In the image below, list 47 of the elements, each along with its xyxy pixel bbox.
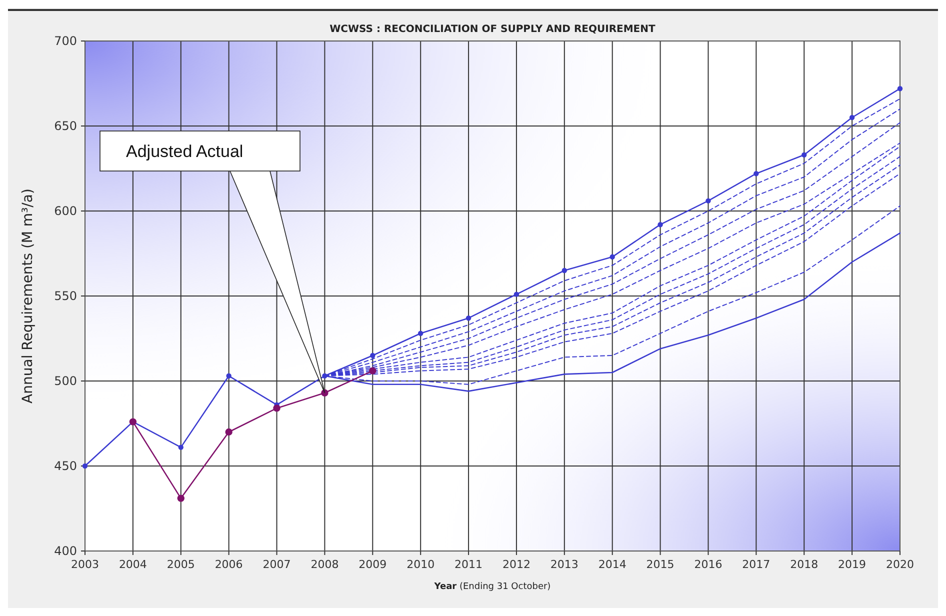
- point: [466, 316, 472, 321]
- point: [658, 222, 663, 228]
- point: [226, 373, 232, 378]
- x-tick-label: 2009: [358, 558, 387, 571]
- x-tick-label: 2016: [694, 558, 722, 571]
- x-tick-label: 2017: [742, 558, 770, 571]
- y-tick-label: 500: [54, 374, 77, 388]
- x-tick-label: 2006: [214, 558, 243, 571]
- point: [849, 114, 855, 120]
- point: [610, 254, 615, 260]
- x-tick-label: 2019: [838, 558, 866, 571]
- x-tick-label: 2012: [502, 558, 530, 571]
- point: [802, 152, 807, 158]
- point: [418, 330, 424, 336]
- x-tick-label: 2008: [310, 558, 339, 571]
- point: [370, 352, 376, 358]
- y-axis-title: Annual Requirements (M m³/a): [20, 188, 36, 404]
- annotation: Adjusted Actual: [126, 142, 244, 161]
- point: [177, 494, 184, 502]
- x-tick-label: 2003: [71, 558, 99, 571]
- point: [178, 444, 184, 450]
- point: [754, 171, 759, 176]
- point: [273, 404, 280, 412]
- y-tick-label: 700: [54, 34, 77, 48]
- x-tick-label: 2007: [262, 558, 291, 571]
- y-tick-label: 400: [54, 544, 77, 558]
- x-tick-label: 2004: [118, 558, 147, 571]
- x-tick-label: 2010: [406, 558, 435, 571]
- chart-title: WCWSS : RECONCILIATION OF SUPPLY AND REQUIREMENT: [330, 24, 656, 35]
- x-tick-label: 2013: [550, 558, 578, 571]
- y-tick-label: 450: [54, 459, 77, 473]
- point: [369, 367, 376, 374]
- point: [706, 198, 711, 204]
- x-axis-title: Year (Ending 31 October): [433, 582, 551, 592]
- x-tick-label: 2011: [454, 558, 483, 571]
- x-tick-label: 2014: [598, 558, 626, 571]
- x-tick-label: 2015: [646, 558, 674, 571]
- y-tick-label: 550: [54, 289, 77, 303]
- x-tick-label: 2005: [166, 558, 195, 571]
- y-tick-label: 650: [54, 119, 77, 133]
- point: [514, 292, 520, 297]
- point: [225, 428, 232, 436]
- y-tick-label: 600: [54, 204, 77, 218]
- point: [562, 268, 568, 274]
- x-tick-label: 2018: [790, 558, 818, 571]
- point: [897, 86, 903, 92]
- x-tick-label: 2020: [886, 558, 914, 571]
